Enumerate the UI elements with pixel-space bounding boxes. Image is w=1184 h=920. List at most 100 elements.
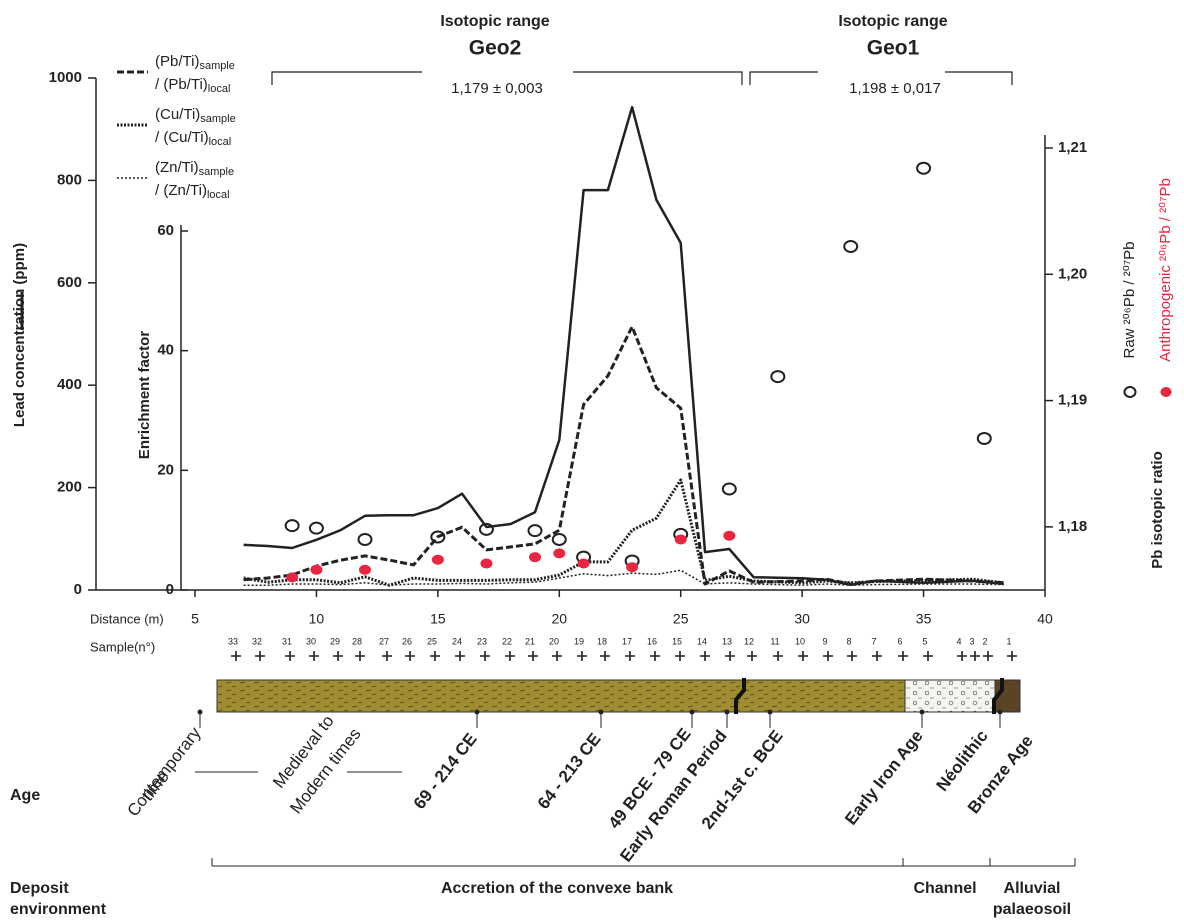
legend-label: (Cu/Ti)sample (155, 106, 236, 125)
legend-label-sub: local (207, 189, 230, 201)
deposit-label: Deposit (10, 880, 69, 897)
sample-number: 10 (795, 636, 805, 646)
sample-number: 16 (647, 636, 657, 646)
sample-number: 13 (722, 636, 732, 646)
legend-label-part: (Cu/Ti) (155, 106, 200, 123)
sample-number: 22 (502, 636, 512, 646)
sample-cross (255, 651, 265, 661)
sample-cross (747, 651, 757, 661)
sample-cross (333, 651, 343, 661)
sample-cross (798, 651, 808, 661)
sample-cross (577, 651, 587, 661)
sample-cross (382, 651, 392, 661)
series-line (243, 569, 1004, 586)
legend-label-part: (Pb/Ti) (155, 53, 199, 70)
sample-number: 21 (525, 636, 535, 646)
sample-number: 12 (744, 636, 754, 646)
sample-number: 32 (252, 636, 262, 646)
scatter-point (529, 552, 541, 563)
legend-marker (1123, 386, 1137, 398)
range-name: Geo2 (469, 37, 522, 60)
sample-cross (625, 651, 635, 661)
x-tick-label: 5 (191, 611, 199, 627)
sample-number: 17 (622, 636, 632, 646)
sample-number: 18 (597, 636, 607, 646)
legend-label-part: / (Pb/Ti) (155, 76, 208, 93)
deposit-name: Accretion of the convexe bank (441, 880, 673, 897)
scatter-point (551, 532, 567, 546)
legend-marker (1160, 387, 1172, 397)
range-value: 1,179 ± 0,003 (451, 80, 543, 97)
scatter-point (976, 431, 992, 445)
sample-cross (505, 651, 515, 661)
legend-label: (Pb/Ti)sample (155, 53, 235, 72)
sample-number: 25 (427, 636, 437, 646)
sample-cross (970, 651, 980, 661)
sample-number: 24 (452, 636, 462, 646)
sample-number: 28 (352, 636, 362, 646)
legend-label: / (Pb/Ti)local (155, 76, 230, 95)
series-line (243, 325, 1004, 586)
series-line (243, 478, 1004, 587)
scatter-point (843, 240, 859, 254)
sample-cross (1007, 651, 1017, 661)
y3-axis-label: Enrichment factor (136, 331, 153, 460)
sample-number: 19 (574, 636, 584, 646)
y-axis-label: Lead concentration (ppm) (11, 243, 28, 427)
sample-cross (231, 651, 241, 661)
sample-number: 14 (697, 636, 707, 646)
sample-number: 6 (897, 636, 902, 646)
scatter-point (527, 524, 543, 538)
sample-number: 15 (672, 636, 682, 646)
sample-number: 7 (871, 636, 876, 646)
legend-label: (Zn/Ti)sample (155, 159, 234, 178)
scatter-point (284, 519, 300, 533)
y-tick-label: 0 (74, 581, 82, 598)
sample-number: 1 (1006, 636, 1011, 646)
scatter-point (916, 161, 932, 175)
sample-cross (650, 651, 660, 661)
deposit-name: Alluvial (1004, 880, 1061, 897)
y2-tick-label: 1,19 (1058, 392, 1087, 409)
y2-tick-label: 1,20 (1058, 265, 1087, 282)
sample-cross (872, 651, 882, 661)
scatter-point (286, 572, 299, 583)
deposit-name: Channel (913, 880, 976, 897)
x-axis-label: Distance (m) (90, 611, 164, 626)
sample-cross (983, 651, 993, 661)
sample-cross (309, 651, 319, 661)
scatter-point (577, 558, 590, 569)
y2-tick-label: 1,21 (1058, 139, 1087, 156)
sample-cross (455, 651, 465, 661)
age-label: Age (10, 787, 40, 804)
legend-label-part: / (Cu/Ti) (155, 129, 209, 146)
y3-tick-label: 20 (157, 461, 174, 478)
scatter-point (626, 562, 639, 573)
sample-number: 11 (770, 636, 779, 646)
y3-tick-label: 0 (166, 581, 174, 598)
sample-cross (700, 651, 710, 661)
legend-label: Raw ²⁰⁶Pb / ²⁰⁷Pb (1121, 242, 1138, 359)
age-text: 69 - 214 CE (410, 730, 481, 813)
legend-label-sub: local (209, 136, 232, 148)
sample-number: 9 (822, 636, 827, 646)
deposit-name: palaeosoil (993, 901, 1071, 918)
legend-label: / (Zn/Ti)local (155, 182, 230, 201)
sample-number: 4 (956, 636, 961, 646)
range-title: Isotopic range (838, 13, 947, 30)
sample-cross (600, 651, 610, 661)
sample-cross (430, 651, 440, 661)
legend-label-sub: sample (199, 166, 234, 178)
sample-number: 33 (228, 636, 238, 646)
sample-label: Sample(n°) (90, 639, 155, 654)
y2-axis-label: Pb isotopic ratio (1149, 451, 1166, 569)
y-tick-label: 200 (57, 479, 82, 496)
scatter-point (308, 521, 324, 535)
y3-tick-label: 60 (157, 222, 174, 239)
sample-cross (675, 651, 685, 661)
range-brackets (271, 71, 1013, 85)
x-tick-label: 40 (1037, 611, 1053, 627)
y-tick-label: 1000 (49, 69, 82, 86)
sample-number: 26 (402, 636, 412, 646)
